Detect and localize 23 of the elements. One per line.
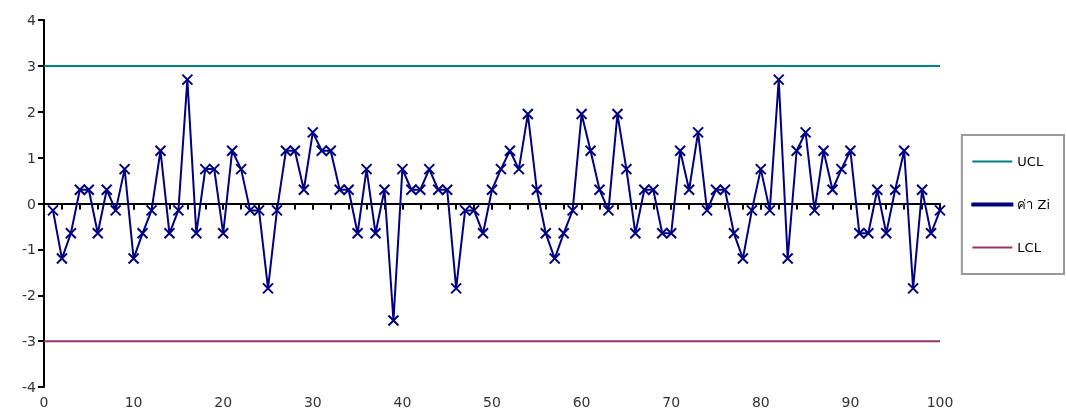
y-tick-label: 4 [27, 12, 37, 28]
x-tick-label: 80 [751, 394, 770, 409]
x-tick-label: 40 [393, 394, 412, 409]
y-tick-label: -2 [22, 287, 36, 304]
x-tick-label: 30 [303, 394, 322, 409]
x-tick-label: 60 [572, 394, 591, 409]
legend-label: UCL [1017, 154, 1044, 169]
y-tick-label: -1 [22, 241, 36, 258]
x-tick-label: 90 [841, 394, 860, 409]
y-tick-label: -4 [22, 379, 37, 395]
y-tick-label: 2 [27, 103, 36, 120]
x-tick-label: 70 [662, 394, 681, 409]
x-tick-label: 100 [926, 394, 954, 409]
y-tick-label: 0 [27, 195, 36, 212]
legend-label: LCL [1017, 240, 1042, 255]
y-tick-label: 3 [27, 57, 36, 74]
x-tick-label: 0 [39, 394, 49, 409]
legend-label: ค่า Zi [1017, 197, 1051, 212]
x-tick-label: 10 [124, 394, 143, 409]
y-tick-label: 1 [27, 149, 36, 166]
x-tick-label: 20 [214, 394, 233, 409]
y-tick-label: -3 [22, 333, 36, 350]
x-tick-label: 50 [483, 394, 501, 409]
